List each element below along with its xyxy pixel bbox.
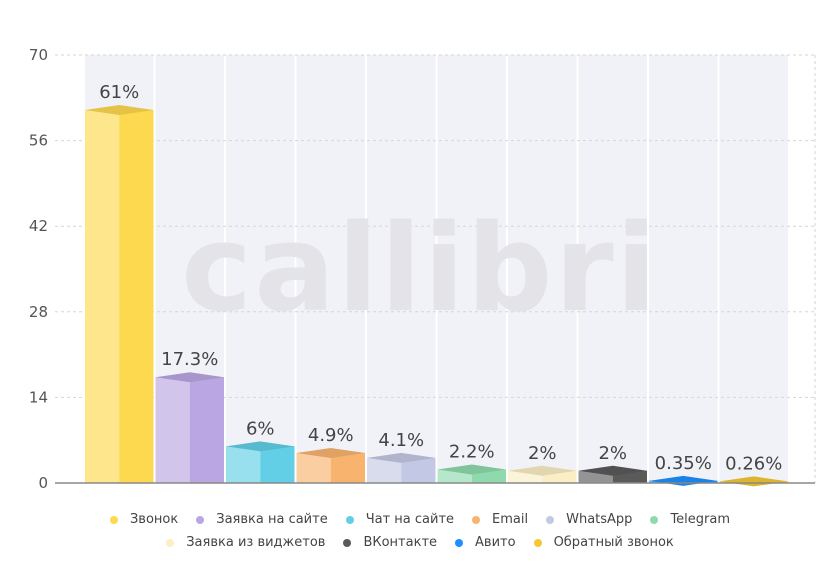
bar-top-cap [508, 465, 577, 476]
legend-label: Звонок [129, 512, 179, 527]
legend-dot-icon [196, 515, 205, 524]
bar-right-face [401, 457, 436, 483]
legend-item[interactable]: Звонок [109, 512, 179, 527]
bar-right-face [330, 453, 365, 483]
bar-top-cap [155, 372, 224, 383]
bar-top-cap [226, 441, 295, 452]
bar-top-cap [578, 465, 647, 476]
legend-label: ВКонтакте [363, 535, 438, 550]
data-label: 2.2% [449, 442, 495, 463]
legend-item[interactable]: Заявка на сайте [196, 512, 328, 527]
bar-left-face [226, 446, 261, 483]
bar-top-cap [85, 105, 154, 116]
legend-label: Обратный звонок [553, 535, 674, 550]
legend-item[interactable]: Обратный звонок [533, 535, 674, 550]
data-label: 4.1% [378, 430, 424, 451]
legend-item[interactable]: Чат на сайте [345, 512, 455, 527]
bar-left-face [155, 377, 190, 483]
legend-dot-icon [345, 515, 354, 524]
column-background [719, 55, 788, 483]
data-label: 61% [99, 82, 139, 103]
legend-dot-icon [166, 538, 175, 547]
y-tick-label: 28 [29, 303, 48, 321]
legend-item[interactable]: Заявка из виджетов [166, 535, 325, 550]
legend-label: Авито [475, 535, 516, 550]
legend-label: Заявка на сайте [216, 512, 328, 527]
y-tick-label: 14 [29, 388, 48, 406]
legend-label: WhatsApp [566, 512, 633, 527]
legend-item[interactable]: WhatsApp [546, 512, 632, 527]
y-tick-label: 56 [29, 132, 48, 150]
data-label: 6% [246, 418, 275, 439]
y-tick-label: 42 [29, 217, 48, 235]
column-background [578, 55, 647, 483]
legend-dot-icon [109, 515, 118, 524]
y-tick-label: 0 [38, 474, 48, 492]
data-label: 2% [528, 443, 557, 464]
legend-item[interactable]: Email [472, 512, 528, 527]
legend-item[interactable]: Telegram [650, 512, 730, 527]
watermark-logo: callibri [181, 200, 659, 339]
column-background [296, 55, 365, 483]
data-label: 0.35% [655, 453, 712, 474]
legend-dot-icon [533, 538, 542, 547]
legend-label: Telegram [670, 512, 731, 527]
bar-top-cap [296, 448, 365, 459]
y-tick-label: 70 [29, 46, 48, 64]
data-label: 17.3% [161, 349, 218, 370]
bar-right-face [189, 377, 224, 483]
legend-item[interactable]: Авито [455, 535, 516, 550]
legend-row-2: Заявка из виджетов ВКонтакте Авито Обратный… [0, 535, 840, 551]
legend-dot-icon [472, 515, 481, 524]
legend-dot-icon [650, 515, 659, 524]
data-label: 0.26% [725, 453, 782, 474]
data-label: 2% [598, 443, 627, 464]
legend-dot-icon [546, 515, 555, 524]
bar-right-face [119, 110, 154, 484]
bar-top-cap [437, 464, 506, 475]
legend-item[interactable]: ВКонтакте [343, 535, 437, 550]
bar-top-cap [367, 452, 436, 463]
column-background [226, 55, 295, 483]
legend-dot-icon [455, 538, 464, 547]
legend-label: Чат на сайте [365, 512, 455, 527]
data-label: 4.9% [308, 425, 354, 446]
bar-left-face [296, 453, 331, 483]
legend-label: Email [492, 512, 529, 527]
column-background [367, 55, 436, 483]
legend-dot-icon [343, 538, 352, 547]
legend-row-1: Звонок Заявка на сайте Чат на сайте Email Wh… [0, 512, 840, 528]
bar-chart: 0 14 28 42 56 70 callibri 61% 17.3% 6% 4.9% 4.1% 2.2… [29, 46, 816, 492]
bar-top-cap [719, 476, 788, 487]
bar-right-face [260, 446, 295, 483]
legend-label: Заявка из виджетов [186, 535, 326, 550]
bar-left-face [367, 457, 402, 483]
column-background [649, 55, 718, 483]
column-background [508, 55, 577, 483]
bar-left-face [85, 110, 120, 484]
column-background [437, 55, 506, 483]
